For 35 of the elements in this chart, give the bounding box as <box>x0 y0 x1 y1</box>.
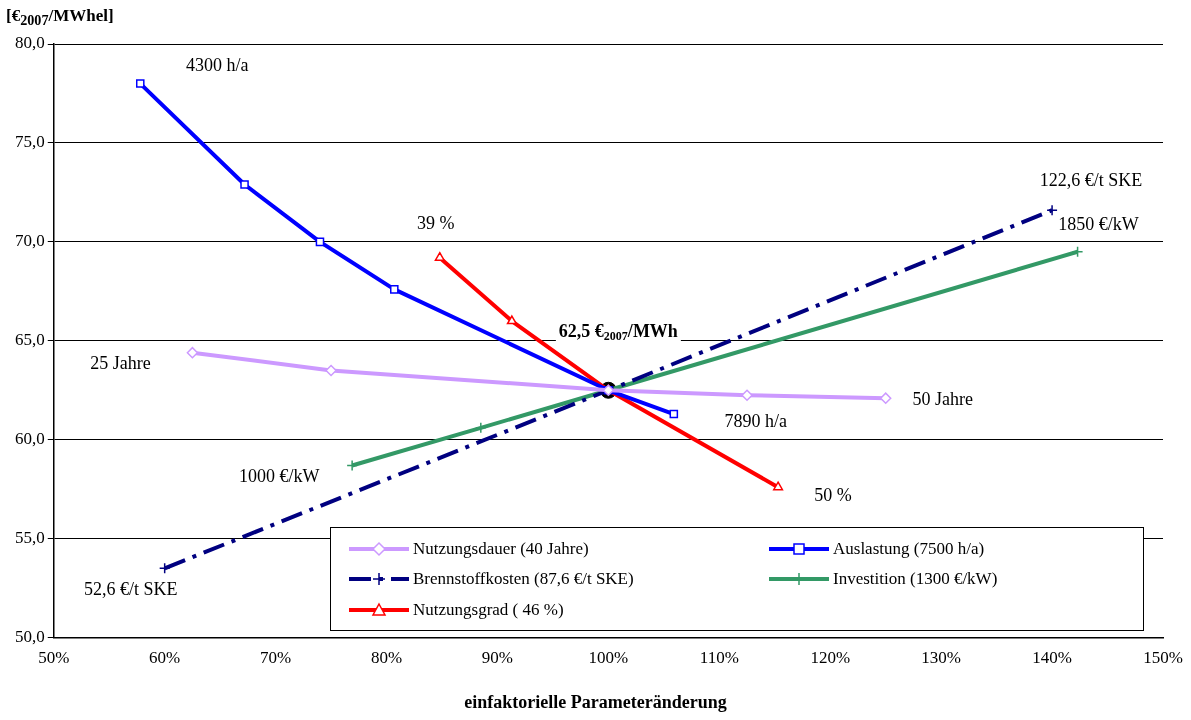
x-tick-label: 70% <box>260 648 292 668</box>
y-tick-label: 65,0 <box>15 330 45 350</box>
legend-label: Nutzungsdauer (40 Jahre) <box>413 538 589 559</box>
y-tick-label: 60,0 <box>15 429 45 449</box>
x-axis-title: einfaktorielle Parameteränderung <box>463 692 728 713</box>
x-tick-label: 150% <box>1143 648 1183 668</box>
annotation: 39 % <box>417 213 455 234</box>
y-tick-label: 70,0 <box>15 231 45 251</box>
legend-label: Nutzungsgrad ( 46 %) <box>413 599 564 620</box>
annotation: 122,6 €/t SKE <box>1039 169 1143 190</box>
legend-label: Investition (1300 €/kW) <box>833 569 998 589</box>
x-tick-label: 140% <box>1032 648 1072 668</box>
annotation: 52,6 €/t SKE <box>83 579 178 600</box>
y-tick-label: 75,0 <box>15 132 45 152</box>
x-tick-label: 100% <box>588 648 629 668</box>
annotation: 50 Jahre <box>912 388 973 409</box>
legend-label: Brennstoffkosten (87,6 €/t SKE) <box>413 569 634 589</box>
y-tick-label: 50,0 <box>15 627 45 647</box>
x-tick-label: 90% <box>481 648 514 668</box>
x-tick-label: 110% <box>699 648 739 668</box>
annotation: 50 % <box>814 484 852 505</box>
annotation: 7890 h/a <box>724 410 788 431</box>
annotation: 4300 h/a <box>186 55 249 76</box>
legend-label: Auslastung (7500 h/a) <box>833 538 985 559</box>
x-tick-label: 120% <box>810 648 851 668</box>
y-axis-title: [€$_{2007}$/MWhel] <box>6 6 114 30</box>
annotation: 25 Jahre <box>90 353 151 374</box>
y-tick-label: 80,0 <box>15 33 45 53</box>
x-tick-label: 50% <box>38 648 70 668</box>
y-tick-label: 55,0 <box>15 528 45 548</box>
x-tick-label: 60% <box>149 648 181 668</box>
annotation: 1850 €/kW <box>1058 214 1139 235</box>
x-tick-label: 80% <box>370 648 403 668</box>
annotation: 1000 €/kW <box>238 466 320 487</box>
x-tick-label: 130% <box>921 648 961 668</box>
